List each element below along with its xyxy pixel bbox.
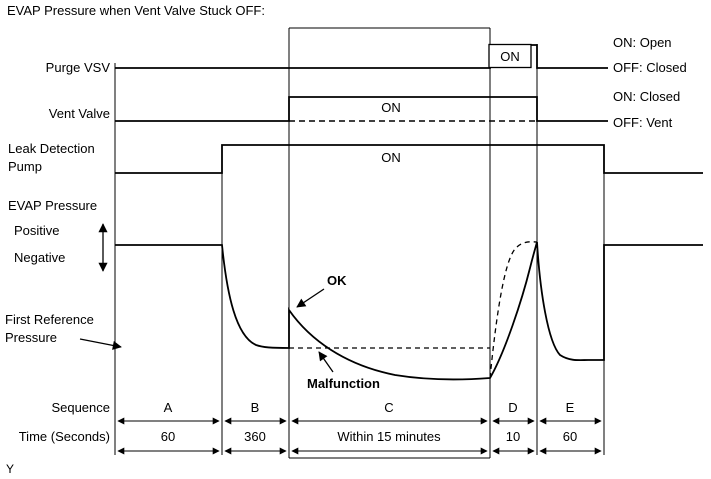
malfunction-pointer-arrow — [318, 351, 334, 373]
time-c: Within 15 minutes — [337, 429, 441, 444]
time-row-label: Time (Seconds) — [19, 429, 110, 444]
vent-valve-signal: Vent Valve ON ON: Closed OFF: Vent — [49, 89, 680, 130]
first-reference-label-line1: First Reference — [5, 312, 94, 327]
sequence-time-table: Sequence Time (Seconds) A B C D E 60 360… — [19, 400, 602, 455]
purge-legend-off: OFF: Closed — [613, 60, 687, 75]
vent-legend-off: OFF: Vent — [613, 115, 673, 130]
time-b: 360 — [244, 429, 266, 444]
page-title: EVAP Pressure when Vent Valve Stuck OFF: — [7, 3, 265, 18]
sequence-row-label: Sequence — [51, 400, 110, 415]
malfunction-label: Malfunction — [307, 376, 380, 391]
leak-pump-signal: Leak Detection Pump ON — [8, 141, 703, 174]
evap-pressure-section: EVAP Pressure Positive Negative First Re… — [5, 198, 703, 391]
evap-pressure-label: EVAP Pressure — [8, 198, 97, 213]
positive-label: Positive — [14, 223, 60, 238]
time-d: 10 — [506, 429, 520, 444]
c-region-box — [289, 27, 490, 459]
sequence-c: C — [384, 400, 393, 415]
leak-pump-label-line1: Leak Detection — [8, 141, 95, 156]
sequence-d: D — [508, 400, 517, 415]
sequence-a: A — [164, 400, 173, 415]
first-reference-label-line2: Pressure — [5, 330, 57, 345]
leak-pump-trace — [115, 144, 703, 174]
purge-vsv-signal: Purge VSV ON ON: Open OFF: Closed — [46, 35, 687, 75]
ok-pointer-arrow — [296, 288, 325, 308]
ok-label: OK — [327, 273, 347, 288]
purge-on-box — [488, 43, 532, 69]
vent-valve-label: Vent Valve — [49, 106, 110, 121]
leak-pump-label-line2: Pump — [8, 159, 42, 174]
first-reference-pointer-arrow — [79, 338, 122, 350]
vent-legend-on: ON: Closed — [613, 89, 680, 104]
purge-on-label: ON — [500, 49, 520, 64]
sequence-gridlines — [114, 27, 605, 459]
sequence-e: E — [566, 400, 575, 415]
purge-vsv-label: Purge VSV — [46, 60, 111, 75]
pump-on-label: ON — [381, 150, 401, 165]
vent-valve-trace — [115, 96, 608, 122]
negative-label: Negative — [14, 250, 65, 265]
evap-pressure-trace — [115, 241, 703, 381]
time-e: 60 — [563, 429, 577, 444]
purge-vsv-trace — [115, 44, 608, 69]
sequence-b: B — [251, 400, 260, 415]
time-a: 60 — [161, 429, 175, 444]
corner-mark: Y — [6, 462, 14, 476]
normal-recovery-dashed-curve — [489, 241, 538, 379]
purge-legend-on: ON: Open — [613, 35, 672, 50]
vent-on-label: ON — [381, 100, 401, 115]
